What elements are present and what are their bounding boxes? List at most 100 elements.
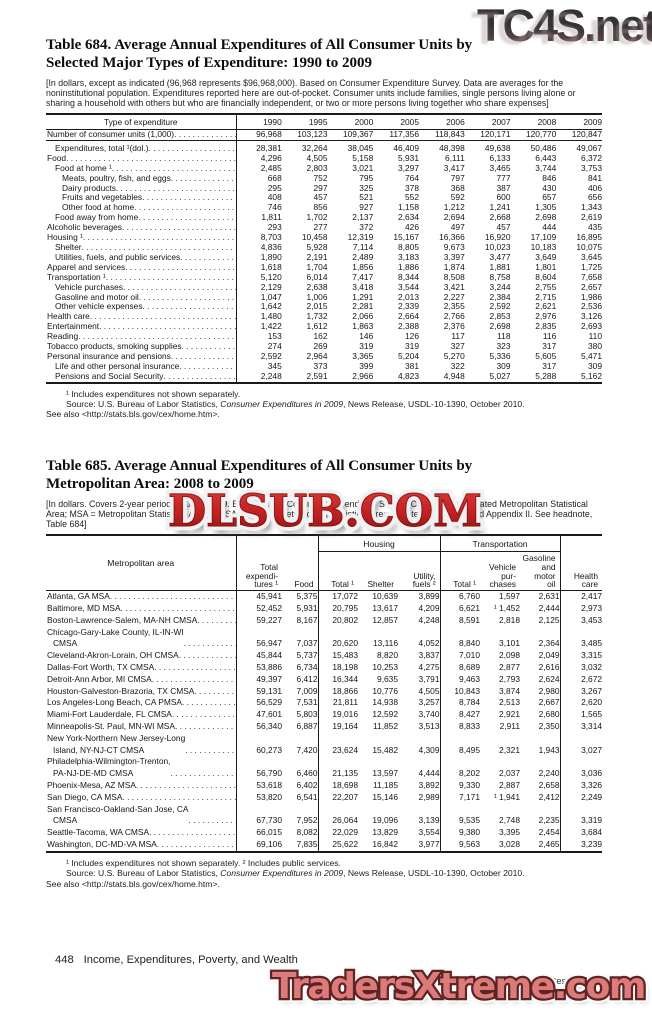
table-684-title-line1: Table 684. Average Annual Expenditures o… xyxy=(46,37,473,53)
cell-value: 16,920 xyxy=(484,232,511,243)
cell-value: 5,605 xyxy=(535,350,557,361)
cell-value: 6,541 xyxy=(296,791,318,802)
cell-value: 4,052 xyxy=(418,638,440,649)
table-685-section: Table 685. Average Annual Expenditures o… xyxy=(46,458,603,889)
leader-dots xyxy=(152,674,236,686)
row-label: Houston-Galveston-Brazoria, TX CMSA xyxy=(47,685,195,696)
row-label-cell: Seattle-Tacoma, WA CMSA xyxy=(46,827,237,839)
cell-value: 6,887 xyxy=(296,720,318,731)
leader-dots xyxy=(122,792,235,804)
row-label-cell: Houston-Galveston-Brazoria, TX CMSA xyxy=(46,685,237,698)
cell-value: 17,072 xyxy=(317,590,358,603)
cell-value: 38,045 xyxy=(347,142,374,153)
label-wrap: Detroit-Ann Arbor, MI CMSA xyxy=(46,674,236,686)
cell-value: 53,886 xyxy=(256,661,282,672)
year-header: 2008 xyxy=(510,114,557,130)
cell-value: 9,535 xyxy=(439,803,480,828)
cell-value: 2,444 xyxy=(538,602,560,613)
cell-value: 2,412 xyxy=(538,791,560,802)
row-label-cell: San Francisco-Oakland-San Jose, CA CMSA xyxy=(46,803,237,828)
cell-value: 777 xyxy=(496,172,511,183)
table-row: Pensions and Social Security 2,248 2,591 2,… xyxy=(46,371,602,383)
cell-value: 12,857 xyxy=(372,614,398,625)
cell-value: 2,364 xyxy=(538,638,560,649)
cell-value: 2,454 xyxy=(538,827,560,838)
cell-value: 3,477 xyxy=(489,251,511,262)
cell-value: 117 xyxy=(451,331,465,342)
table-684-title-line2: Selected Major Types of Expenditure: 199… xyxy=(46,54,372,71)
label-wrap: San Diego, CA MSA xyxy=(46,792,236,804)
cell-value: 2,835 xyxy=(535,321,557,332)
cell-value: 797 xyxy=(450,172,465,183)
cell-value: 3,027 xyxy=(559,732,603,757)
cell-value: 325 xyxy=(359,182,374,193)
cell-value: 6,443 xyxy=(535,152,557,163)
cell-value: 752 xyxy=(313,172,328,183)
row-label-cell: Other vehicle expenses xyxy=(46,302,237,313)
table-684-title: Table 684. Average Annual Expenditures o… xyxy=(46,37,602,72)
label-wrap: Cleveland-Akron-Lorain, OH CMSA xyxy=(46,650,236,662)
cell-value: 13,617 xyxy=(372,602,398,613)
cell-value: 3,314 xyxy=(559,720,603,733)
cell-value: 4,309 xyxy=(418,744,440,755)
table-row: Transportation ¹ 5,120 6,014 7,417 8,344 8,50… xyxy=(46,272,602,283)
cell-value: 387 xyxy=(496,182,511,193)
row-label-cell: Pensions and Social Security xyxy=(46,371,237,383)
cell-value: 13,116 xyxy=(373,638,398,649)
table-row: Boston-Lawrence-Salem, MA-NH CMSA 59,227 8… xyxy=(46,614,603,627)
cell-value: 2,485 xyxy=(260,162,282,173)
cell-value: 274 xyxy=(267,341,282,352)
leader-dots xyxy=(139,293,236,303)
label-wrap: Personal insurance and pensions xyxy=(46,352,236,362)
cell-value: 2,877 xyxy=(499,661,520,672)
cell-value: 3,791 xyxy=(418,673,440,684)
row-label-cell: Reading xyxy=(46,332,237,343)
row-label: Tobacco products, smoking supplies xyxy=(47,342,182,352)
cell-value: 1,618 xyxy=(260,261,282,272)
row-label-cell: Health care xyxy=(46,312,237,323)
leader-dots xyxy=(123,283,236,293)
cell-value: 3,977 xyxy=(418,838,440,849)
cell-value: 49,067 xyxy=(576,142,602,153)
cell-value: 3,126 xyxy=(581,311,602,322)
table-row: Cleveland-Akron-Lorain, OH CMSA 45,844 5,7… xyxy=(46,650,603,662)
cell-value: 1,305 xyxy=(535,202,557,213)
label-wrap: Utilities, fuels, and public services xyxy=(46,253,236,263)
cell-value: 50,486 xyxy=(530,142,557,153)
cell-value: 3,395 xyxy=(499,827,520,838)
label-wrap: Entertainment xyxy=(46,322,236,332)
cell-value: 6,372 xyxy=(581,152,602,163)
row-label: Baltimore, MD MSA xyxy=(47,602,121,613)
cell-value: 3,021 xyxy=(352,162,374,173)
year-header: 2006 xyxy=(419,114,465,130)
column-header: Utility, fuels ² xyxy=(398,551,440,592)
cell-value: 1,612 xyxy=(306,321,328,332)
row-label: Los Angeles-Long Beach, CA PMSA xyxy=(47,697,183,708)
cell-value: 25,622 xyxy=(317,838,358,852)
cell-value: 18,198 xyxy=(317,661,358,674)
cell-value: 399 xyxy=(359,360,374,371)
cell-value: 2,137 xyxy=(352,212,374,223)
table-row: Dairy products 295 297 325 378 368 387 430 406 xyxy=(46,182,602,194)
cell-value: 21,811 xyxy=(317,697,358,710)
row-label: Gasoline and motor oil xyxy=(55,292,139,302)
cell-value: 56,947 xyxy=(256,638,282,649)
cell-value: 60,273 xyxy=(256,744,282,755)
label-wrap: Vehicle purchases xyxy=(46,283,236,293)
label-wrap: Seattle-Tacoma, WA CMSA xyxy=(46,827,236,839)
table-685-title-line1: Table 685. Average Annual Expenditures o… xyxy=(46,458,473,474)
cell-value: 2,191 xyxy=(306,251,328,262)
cell-value: 4,836 xyxy=(260,241,282,252)
leader-dots xyxy=(106,273,236,283)
cell-value: 378 xyxy=(405,182,419,193)
cell-value: 319 xyxy=(359,341,374,352)
cell-value: 8,202 xyxy=(439,756,480,780)
cell-value: 162 xyxy=(313,331,328,342)
cell-value: 381 xyxy=(405,360,419,371)
row-label-cell: Washington, DC-MD-VA MSA xyxy=(46,838,237,852)
row-label: Health care xyxy=(47,312,90,322)
row-label: Chicago-Gary-Lake County, IL-IN-WI CMSA xyxy=(47,626,184,649)
cell-value: 45,941 xyxy=(256,591,282,602)
cell-value: 8,820 xyxy=(377,650,398,661)
cell-value: 2,973 xyxy=(559,602,603,615)
